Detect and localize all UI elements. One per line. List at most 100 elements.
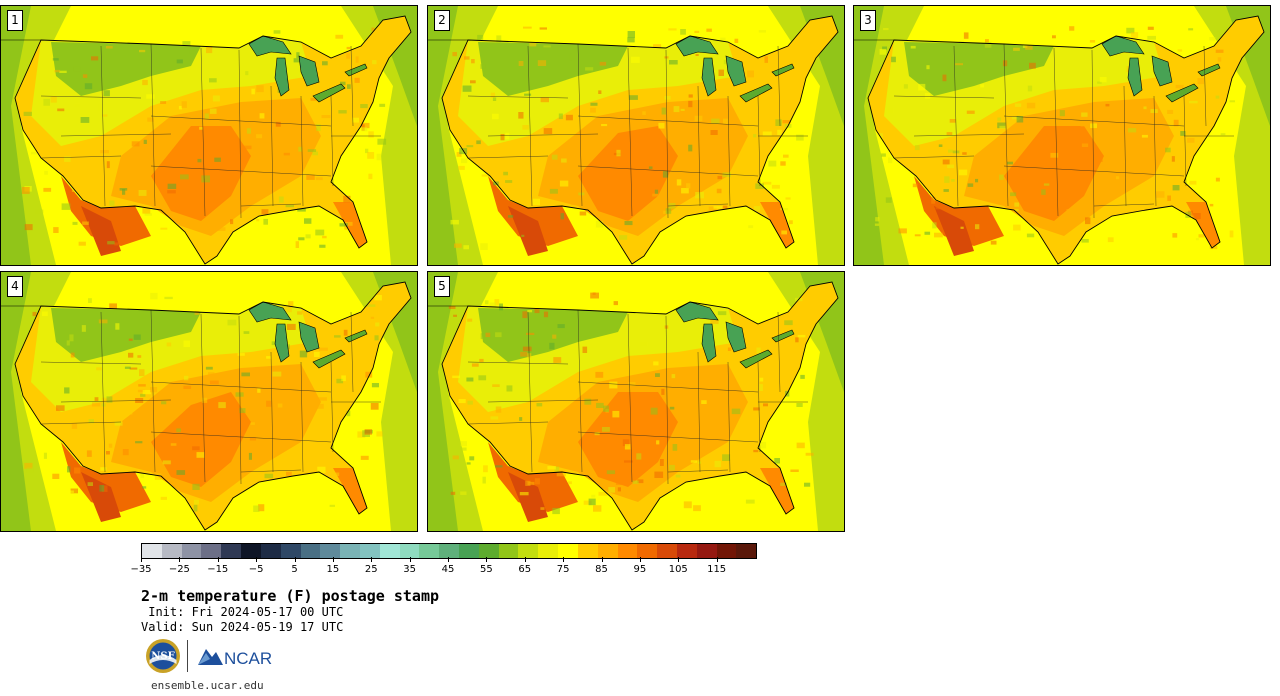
terrain-speckle [496,35,502,43]
terrain-speckle [882,46,887,50]
temperature-map-5 [428,272,844,531]
terrain-speckle [602,427,610,432]
terrain-speckle [218,402,226,409]
terrain-speckle [926,65,930,70]
desert-hot-field [934,206,974,256]
terrain-speckle [756,347,761,354]
terrain-speckle [508,215,514,218]
terrain-speckle [368,173,373,180]
terrain-speckle [664,95,671,100]
florida-field [760,202,794,248]
terrain-speckle [522,125,529,130]
terrain-speckle [495,332,502,338]
terrain-speckle [113,357,120,364]
terrain-speckle [376,431,383,437]
terrain-speckle [664,325,669,329]
lake-erie [312,83,346,103]
terrain-speckle [534,478,540,485]
terrain-speckle [526,332,535,335]
colorbar-bin [716,544,737,558]
terrain-speckle [494,299,500,306]
terrain-speckle [154,473,162,480]
terrain-speckle [790,469,799,472]
terrain-speckle [714,460,722,468]
terrain-speckle [734,38,739,43]
terrain-speckle [297,208,306,212]
terrain-speckle [283,152,290,156]
terrain-speckle [958,40,965,43]
terrain-speckle [751,361,756,369]
terrain-speckle [481,174,490,177]
terrain-speckle [306,174,315,180]
terrain-speckle [675,392,679,396]
state-border [527,311,533,473]
terrain-speckle [1173,119,1179,127]
colorbar-tick [371,557,373,562]
terrain-speckle [82,74,88,78]
colorbar-tick-label: 115 [707,564,727,575]
terrain-speckle [1081,239,1089,243]
terrain-speckle [235,392,244,397]
terrain-speckle [379,103,386,107]
terrain-speckle [731,408,741,415]
terrain-speckle [694,30,700,33]
nsf-logo: NSF [146,639,180,673]
terrain-speckle [569,53,573,61]
terrain-speckle [469,456,475,461]
terrain-speckle [999,174,1004,180]
southwest-hot-field [61,176,151,246]
terrain-speckle [942,74,947,82]
colorbar-bin [201,544,222,558]
colorbar-bin [181,544,202,558]
terrain-speckle [160,101,167,104]
state-border [40,95,142,99]
north-cool-field [51,308,201,362]
terrain-speckle [804,482,811,487]
terrain-speckle [717,311,727,316]
state-border [1203,45,1207,127]
terrain-speckle [480,333,485,340]
terrain-speckle [722,172,731,177]
terrain-speckle [640,341,648,347]
terrain-speckle [598,90,602,94]
terrain-speckle [1220,133,1226,136]
terrain-speckle [170,443,177,446]
terrain-speckle [312,151,318,156]
southwest-hot-field [488,176,578,246]
terrain-speckle [84,83,93,90]
terrain-speckle [305,234,311,239]
terrain-speckle [142,207,151,214]
terrain-speckle [1107,237,1114,243]
colorbar-bin [617,544,638,558]
terrain-speckle [613,301,618,306]
terrain-speckle [593,505,602,512]
colorbar-bin [439,544,459,558]
state-border [300,361,304,473]
terrain-speckle [1025,45,1033,50]
terrain-speckle [777,129,782,135]
terrain-speckle [357,431,366,438]
terrain-speckle [1145,159,1152,165]
terrain-speckle [272,371,282,377]
state-border [150,115,332,127]
terrain-speckle [124,366,131,369]
terrain-speckle [1081,143,1089,147]
terrain-speckle [1105,103,1110,107]
terrain-speckle [467,400,473,405]
colorbar-tick [332,557,334,562]
terrain-speckle [344,221,353,226]
terrain-speckle [1057,192,1063,198]
terrain-speckle [554,466,560,472]
colorbar-tick [563,557,565,562]
terrain-speckle [654,471,664,478]
terrain-speckle [608,487,615,493]
terrain-speckle [261,209,269,215]
terrain-speckle [537,60,547,66]
terrain-speckle [759,377,764,382]
terrain-speckle [1175,84,1184,89]
terrain-speckle [624,221,633,226]
terrain-speckle [94,397,99,402]
state-border [757,95,761,187]
terrain-speckle [283,305,292,313]
terrain-speckle [1147,35,1156,40]
